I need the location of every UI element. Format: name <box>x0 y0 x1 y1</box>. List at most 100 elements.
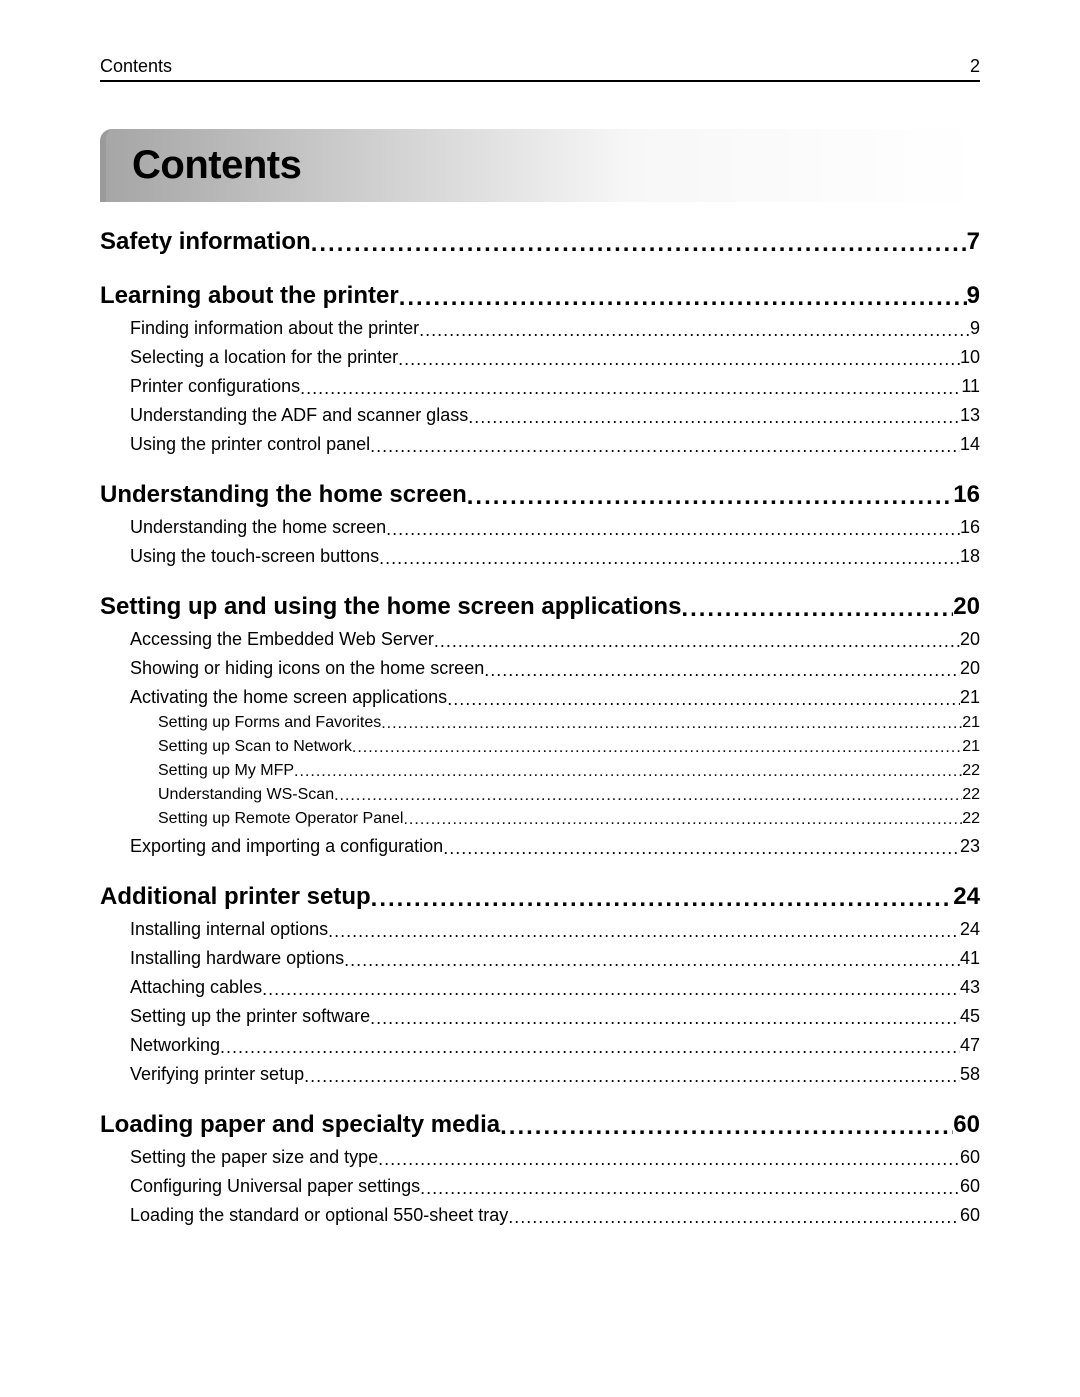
toc-entry-text: Using the printer control panel <box>130 434 370 455</box>
toc-entry-text: Setting up and using the home screen app… <box>100 593 681 621</box>
toc-entry-text: Setting up My MFP <box>158 762 294 780</box>
toc-leader-dots <box>443 838 960 859</box>
toc-leader-dots <box>484 660 960 681</box>
toc-entry-text: Installing internal options <box>130 919 328 940</box>
toc-leader-dots <box>500 1113 953 1141</box>
toc-entry-level-1[interactable]: Loading paper and specialty media60 <box>100 1111 980 1139</box>
toc-leader-dots <box>352 739 962 757</box>
toc-entry-level-3[interactable]: Setting up My MFP 22 <box>100 762 980 780</box>
toc-entry-level-2[interactable]: Installing internal options24 <box>100 919 980 940</box>
toc-entry-level-2[interactable]: Showing or hiding icons on the home scre… <box>100 658 980 679</box>
toc-entry-level-2[interactable]: Selecting a location for the printer 10 <box>100 347 980 368</box>
toc-entry-text: Finding information about the printer <box>130 318 419 339</box>
toc-entry-level-3[interactable]: Setting up Scan to Network 21 <box>100 738 980 756</box>
toc-entry-page: 21 <box>962 738 980 756</box>
toc-entry-level-3[interactable]: Setting up Remote Operator Panel22 <box>100 810 980 828</box>
toc-leader-dots <box>262 979 960 1000</box>
toc-entry-page: 23 <box>960 836 980 857</box>
header-section-label: Contents <box>100 56 172 77</box>
toc-leader-dots <box>419 320 970 341</box>
toc-entry-page: 22 <box>962 786 980 804</box>
toc-entry-level-3[interactable]: Understanding WS‑Scan 22 <box>100 786 980 804</box>
toc-leader-dots <box>434 631 960 652</box>
toc-entry-level-1[interactable]: Additional printer setup 24 <box>100 883 980 911</box>
toc-entry-text: Selecting a location for the printer <box>130 347 398 368</box>
toc-entry-level-2[interactable]: Networking47 <box>100 1035 980 1056</box>
toc-entry-level-1[interactable]: Learning about the printer 9 <box>100 282 980 310</box>
toc-entry-level-2[interactable]: Using the touch-screen buttons18 <box>100 546 980 567</box>
toc-entry-level-1[interactable]: Understanding the home screen16 <box>100 481 980 509</box>
toc-entry-page: 60 <box>960 1205 980 1226</box>
toc-leader-dots <box>328 921 960 942</box>
toc-leader-dots <box>447 689 960 710</box>
toc-entry-level-2[interactable]: Finding information about the printer9 <box>100 318 980 339</box>
toc-leader-dots <box>386 519 960 540</box>
toc-leader-dots <box>300 378 961 399</box>
toc-entry-text: Verifying printer setup <box>130 1064 304 1085</box>
toc-entry-text: Setting up the printer software <box>130 1006 370 1027</box>
toc-entry-page: 10 <box>960 347 980 368</box>
toc-entry-page: 21 <box>962 714 980 732</box>
toc-entry-page: 20 <box>960 658 980 679</box>
toc-entry-level-2[interactable]: Using the printer control panel14 <box>100 434 980 455</box>
toc-entry-text: Printer configurations <box>130 376 300 397</box>
toc-entry-page: 41 <box>960 948 980 969</box>
toc-leader-dots <box>370 436 960 457</box>
toc-entry-text: Loading the standard or optional 550‑she… <box>130 1205 508 1226</box>
toc-entry-page: 45 <box>960 1006 980 1027</box>
toc-entry-page: 24 <box>953 883 980 911</box>
toc-entry-level-2[interactable]: Setting up the printer software 45 <box>100 1006 980 1027</box>
toc-entry-page: 9 <box>967 282 980 310</box>
toc-entry-level-2[interactable]: Printer configurations 11 <box>100 376 980 397</box>
toc-entry-text: Installing hardware options <box>130 948 344 969</box>
toc-leader-dots <box>311 230 967 258</box>
toc-entry-text: Understanding WS‑Scan <box>158 786 334 804</box>
toc-entry-level-2[interactable]: Exporting and importing a configuration2… <box>100 836 980 857</box>
toc-leader-dots <box>334 787 962 805</box>
toc-entry-text: Setting up Scan to Network <box>158 738 352 756</box>
toc-entry-level-1[interactable]: Safety information7 <box>100 228 980 256</box>
header-page-number: 2 <box>970 56 980 77</box>
toc-entry-level-2[interactable]: Setting the paper size and type60 <box>100 1147 980 1168</box>
toc-entry-page: 22 <box>962 810 980 828</box>
toc-entry-page: 20 <box>953 593 980 621</box>
toc-entry-level-2[interactable]: Activating the home screen applications 2… <box>100 687 980 708</box>
toc-entry-level-2[interactable]: Accessing the Embedded Web Server20 <box>100 629 980 650</box>
page: Contents 2 Contents Safety information7 L… <box>0 0 1080 1397</box>
toc-entry-text: Loading paper and specialty media <box>100 1111 500 1139</box>
toc-entry-level-2[interactable]: Installing hardware options 41 <box>100 948 980 969</box>
toc-entry-page: 16 <box>953 481 980 509</box>
toc-leader-dots <box>399 284 967 312</box>
toc-entry-level-2[interactable]: Loading the standard or optional 550‑she… <box>100 1205 980 1226</box>
toc-entry-text: Learning about the printer <box>100 282 399 310</box>
toc-leader-dots <box>304 1066 960 1087</box>
toc-entry-level-3[interactable]: Setting up Forms and Favorites 21 <box>100 714 980 732</box>
toc-leader-dots <box>681 595 953 623</box>
toc-entry-text: Additional printer setup <box>100 883 371 911</box>
toc-entry-level-2[interactable]: Understanding the home screen16 <box>100 517 980 538</box>
toc-entry-level-2[interactable]: Understanding the ADF and scanner glass1… <box>100 405 980 426</box>
toc-entry-text: Accessing the Embedded Web Server <box>130 629 434 650</box>
running-header: Contents 2 <box>100 56 980 81</box>
toc-leader-dots <box>294 763 962 781</box>
toc-entry-text: Setting up Forms and Favorites <box>158 714 381 732</box>
contents-title: Contents <box>132 143 954 188</box>
toc-entry-page: 22 <box>962 762 980 780</box>
toc-entry-text: Using the touch-screen buttons <box>130 546 379 567</box>
toc-entry-page: 47 <box>960 1035 980 1056</box>
toc-entry-level-1[interactable]: Setting up and using the home screen app… <box>100 593 980 621</box>
toc-entry-level-2[interactable]: Verifying printer setup58 <box>100 1064 980 1085</box>
contents-title-bar: Contents <box>100 129 980 202</box>
toc-entry-text: Showing or hiding icons on the home scre… <box>130 658 484 679</box>
toc-entry-level-2[interactable]: Attaching cables43 <box>100 977 980 998</box>
toc-leader-dots <box>468 407 960 428</box>
toc-entry-page: 11 <box>961 376 980 397</box>
toc-entry-level-2[interactable]: Configuring Universal paper settings60 <box>100 1176 980 1197</box>
toc-leader-dots <box>398 349 960 370</box>
toc-entry-text: Activating the home screen applications <box>130 687 447 708</box>
toc-leader-dots <box>344 950 960 971</box>
toc-leader-dots <box>371 885 954 913</box>
toc-leader-dots <box>370 1008 960 1029</box>
toc-entry-page: 21 <box>960 687 980 708</box>
toc-entry-page: 60 <box>960 1147 980 1168</box>
